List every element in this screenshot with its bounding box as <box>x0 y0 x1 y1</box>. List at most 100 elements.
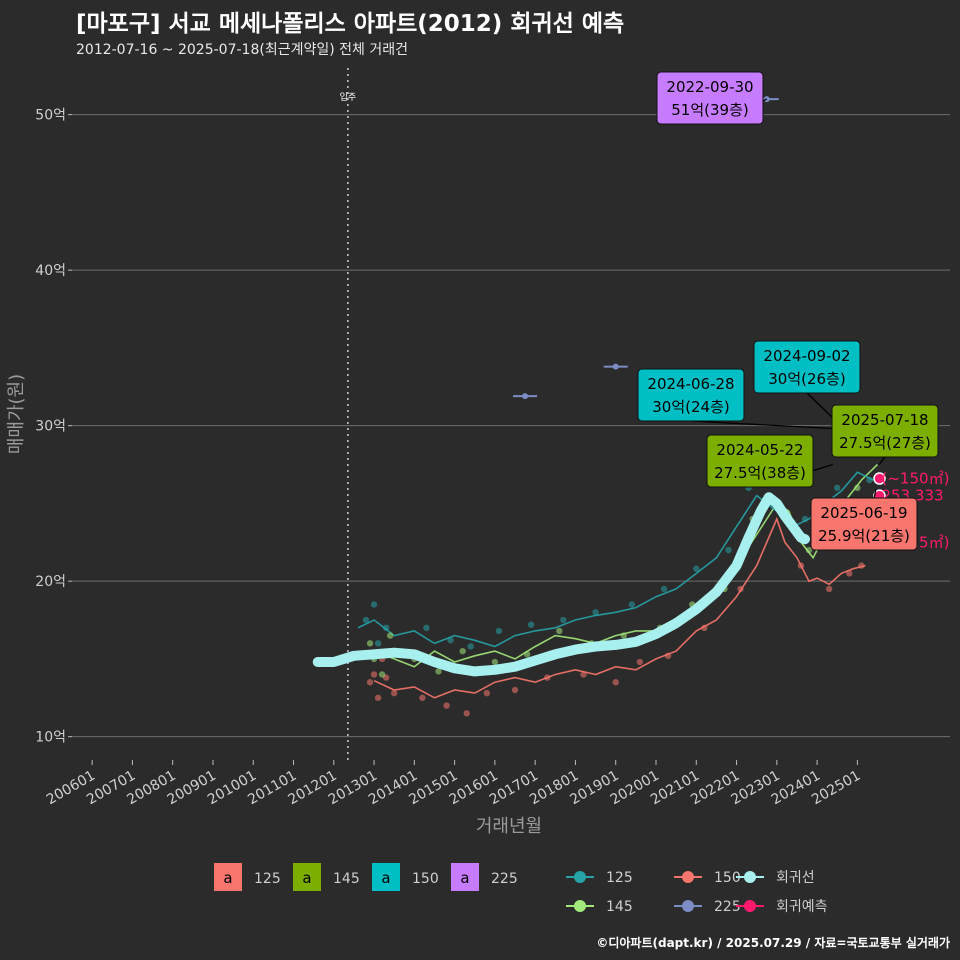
legend-line-dot <box>574 900 586 912</box>
annotation-box <box>831 404 939 458</box>
occupancy-marker: 입주 <box>340 68 357 760</box>
legend-label-name: 145 <box>333 871 360 887</box>
legend-label-swatch <box>372 863 400 891</box>
occupancy-label: 입주 <box>340 91 357 103</box>
point-145 <box>459 647 466 655</box>
chart-title: [마포구] 서교 메세나폴리스 아파트(2012) 회귀선 예측 <box>76 11 625 37</box>
point-145 <box>620 632 627 639</box>
annotation-box <box>810 497 918 551</box>
legend-label-glyph: a <box>223 869 232 887</box>
point-125 <box>463 710 470 717</box>
point-125 <box>419 694 426 701</box>
legend-line-name: 225 <box>714 899 741 915</box>
annotation-date: 2024-06-28 <box>647 375 734 393</box>
legend-label-glyph: a <box>302 869 311 887</box>
point-150 <box>725 546 732 554</box>
point-150 <box>527 621 535 628</box>
chart-subtitle: 2012-07-16 ~ 2025-07-18(최근계약일) 전체 거래건 <box>76 42 408 58</box>
point-150 <box>382 624 390 632</box>
annotation-date: 2024-09-02 <box>763 347 850 365</box>
scatter-points <box>362 96 873 717</box>
legend-line-name: 150 <box>714 870 741 886</box>
annotation-value: 30억(24층) <box>652 398 729 416</box>
y-tick-label: 40억 <box>35 263 66 279</box>
point-125 <box>366 679 374 686</box>
point-145 <box>378 671 386 678</box>
point-145 <box>805 546 813 554</box>
annotation-box <box>656 71 764 125</box>
point-125 <box>701 624 708 632</box>
annotation-leader <box>690 420 837 430</box>
y-tick-label: 20억 <box>35 574 66 590</box>
legend-label-glyph: a <box>460 869 469 887</box>
point-125 <box>612 679 619 686</box>
legend-label-name: 150 <box>412 871 439 887</box>
regression-curve <box>312 492 810 677</box>
legend-label-swatch <box>293 863 321 891</box>
annotation-box <box>637 368 745 422</box>
point-225 <box>612 363 619 370</box>
point-150 <box>834 484 841 492</box>
annotation-date: 2025-06-19 <box>820 504 907 522</box>
point-125 <box>858 562 865 569</box>
point-145 <box>491 658 499 666</box>
point-150 <box>560 616 567 624</box>
point-125 <box>374 694 382 701</box>
annotation-date: 2024-05-22 <box>716 441 803 459</box>
prediction-point <box>873 472 886 485</box>
point-150 <box>801 515 809 523</box>
point-150 <box>592 609 599 616</box>
annotation-labels: 2022-09-30 51억(39층) 2024-09-02 30억(26층) 2024… <box>637 71 939 551</box>
legend-line-dot <box>744 871 756 883</box>
legend-line-name: 125 <box>606 870 633 886</box>
point-150 <box>866 476 873 484</box>
legend-line-dot <box>574 871 586 883</box>
point-145 <box>366 640 374 647</box>
legend-line-name: 회귀예측 <box>776 899 828 915</box>
annotation-box <box>706 434 814 488</box>
annotation-date: 2025-07-18 <box>841 411 928 429</box>
point-125 <box>483 689 491 697</box>
point-125 <box>664 652 672 660</box>
series-line-125 <box>373 516 866 699</box>
point-125 <box>797 562 805 569</box>
source-caption: ©디아파트(dapt.kr) / 2025.07.29 / 자료=국토교통부 실… <box>596 936 950 950</box>
point-125 <box>580 671 587 678</box>
point-150 <box>374 640 382 647</box>
legend-label-name: 125 <box>254 871 281 887</box>
point-225 <box>522 393 529 400</box>
annotation-date: 2022-09-30 <box>666 78 753 96</box>
point-125 <box>391 689 398 697</box>
point-150 <box>447 637 454 644</box>
annotation-leader <box>878 456 886 465</box>
y-tick-label: 10억 <box>35 730 66 746</box>
point-125 <box>511 686 519 694</box>
point-150 <box>370 601 378 608</box>
legend-line-name: 145 <box>606 899 633 915</box>
annotation-value: 51억(39층) <box>671 101 748 119</box>
grid-lines <box>72 114 950 738</box>
legend-label-swatch <box>214 863 242 891</box>
point-145 <box>523 651 531 658</box>
annotation-value: 27.5억(38층) <box>714 464 806 482</box>
legend-label-glyph: a <box>381 869 390 887</box>
prediction-label: (~150㎡) <box>882 470 950 488</box>
legend-line-dot <box>682 900 694 912</box>
annotation-value: 27.5억(27층) <box>839 434 931 452</box>
point-125 <box>443 702 450 709</box>
point-145 <box>854 484 861 492</box>
series-line-150 <box>357 471 874 648</box>
y-axis-title: 매매가(원) <box>6 374 27 454</box>
legend-line-name: 회귀선 <box>776 870 815 886</box>
point-125 <box>544 674 551 681</box>
annotation-value: 25.9억(21층) <box>818 527 910 545</box>
legend-line-dot <box>744 900 756 912</box>
point-150 <box>423 624 430 632</box>
legend: a 125 a 145 a 150 a 225 125 150 회귀선 145 225 회귀예측 <box>214 863 828 915</box>
point-125 <box>737 585 744 593</box>
point-125 <box>846 570 853 577</box>
legend-label-name: 225 <box>491 871 518 887</box>
point-145 <box>386 632 394 639</box>
point-150 <box>495 627 503 635</box>
